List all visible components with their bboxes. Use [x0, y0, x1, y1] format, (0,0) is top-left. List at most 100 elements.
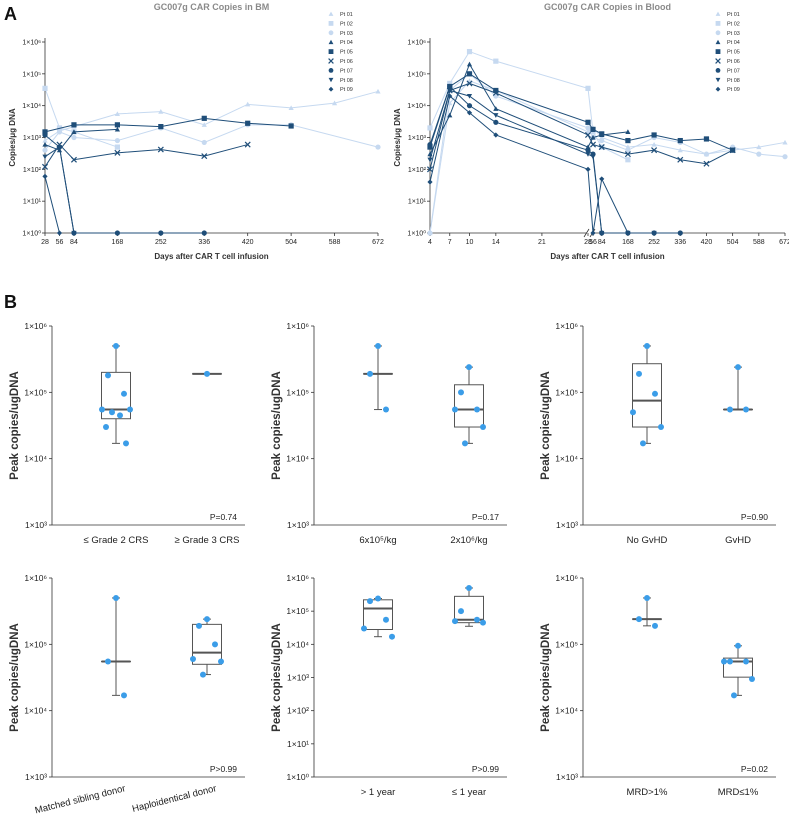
legend-entry: Pt 02	[340, 21, 353, 27]
y-tick-label: 1×10⁶	[286, 321, 309, 331]
x-tick-label: 504	[285, 239, 297, 246]
data-point	[658, 424, 664, 431]
series-line-pt07	[44, 134, 205, 234]
y-tick-label: 1×10³	[25, 520, 47, 530]
y-tick-label: 1×10⁴	[555, 706, 578, 716]
y-axis-label: Peak copies/ugDNA	[540, 623, 552, 732]
x-tick-label: 84	[598, 239, 606, 246]
p-value: P=0.17	[472, 512, 499, 522]
y-tick-label: 1×10⁴	[555, 454, 578, 464]
y-tick-label: 1×10⁵	[407, 71, 426, 78]
legend-entry: Pt 04	[727, 40, 740, 46]
data-point	[427, 141, 433, 148]
legend-marker	[328, 11, 334, 16]
data-point	[636, 616, 642, 623]
y-axis-label: Peak copies/ugDNA	[9, 371, 21, 480]
x-axis-label: Days after CAR T cell infusion	[154, 252, 268, 261]
data-point	[42, 85, 48, 91]
data-point	[599, 230, 605, 236]
x-tick-label: 420	[242, 239, 254, 246]
y-tick-label: 1×10⁵	[24, 387, 47, 397]
y-tick-label: 1×10⁶	[407, 40, 426, 47]
y-tick-label: 1×10³	[556, 520, 578, 530]
legend-marker	[715, 86, 721, 92]
data-point	[158, 109, 164, 114]
data-point	[375, 595, 381, 602]
data-point	[71, 122, 77, 128]
data-point	[56, 230, 63, 236]
y-axis-label: Peak copies/ugDNA	[271, 623, 283, 732]
y-tick-label: 1×10⁴	[407, 103, 426, 110]
data-point	[644, 594, 650, 601]
panel-label-a: A	[4, 4, 17, 24]
data-point	[201, 122, 207, 127]
y-tick-label: 1×10⁵	[22, 71, 41, 78]
data-point	[71, 230, 77, 236]
data-point	[201, 153, 208, 160]
data-point	[245, 101, 251, 107]
data-point	[756, 144, 762, 150]
x-tick-label: 504	[727, 239, 739, 246]
data-point	[590, 126, 596, 132]
data-point	[114, 122, 120, 128]
data-point	[636, 370, 642, 377]
data-point	[466, 48, 473, 55]
legend-marker	[328, 21, 334, 26]
data-point	[466, 71, 473, 77]
category-label: Haploidentical donor	[131, 783, 218, 815]
data-point	[56, 129, 63, 135]
x-tick-label: 7	[448, 239, 452, 246]
series-line-pt05	[429, 73, 733, 151]
data-point	[427, 230, 433, 236]
legend-entry: Pt 03	[727, 31, 740, 37]
data-point	[493, 119, 499, 125]
data-point	[427, 179, 433, 185]
data-point	[474, 616, 480, 623]
box-plot-gvhd: 1×10³ 1×10⁴ 1×10⁵ 1×10⁶ Peak copies/ugDNA P=0…	[540, 321, 776, 546]
panel-label-b: B	[4, 292, 17, 312]
data-point	[466, 110, 473, 116]
data-point	[190, 656, 196, 663]
data-point	[42, 132, 48, 138]
p-value: P=0.90	[741, 512, 768, 522]
x-tick-label: 252	[648, 239, 660, 246]
y-tick-label: 1×10⁰	[286, 772, 309, 782]
data-point	[158, 230, 164, 236]
box-iqr	[101, 371, 131, 420]
y-axis-label: Copies/μg DNA	[393, 108, 402, 166]
data-point	[121, 390, 127, 397]
x-tick-label: 14	[492, 239, 500, 246]
data-point	[677, 156, 684, 163]
data-point	[651, 132, 657, 138]
y-tick-label: 1×10⁶	[286, 573, 309, 583]
y-tick-label: 1×10⁶	[24, 321, 47, 331]
y-tick-label: 1×10⁴	[24, 454, 47, 464]
x-tick-label: 336	[674, 239, 686, 246]
data-point	[585, 85, 591, 91]
y-axis-label: Peak copies/ugDNA	[540, 371, 552, 480]
data-point	[452, 406, 458, 413]
data-point	[743, 406, 749, 413]
x-tick-label: 588	[753, 239, 765, 246]
data-point	[590, 230, 596, 236]
data-point	[123, 440, 129, 447]
data-point	[157, 146, 164, 153]
legend-entry: Pt 07	[727, 68, 740, 74]
data-point	[447, 93, 453, 99]
data-point	[466, 80, 473, 87]
y-tick-label: 1×10³	[556, 772, 578, 782]
category-label: Matched sibling donor	[34, 783, 127, 816]
legend-entry: Pt 01	[727, 12, 740, 18]
data-point	[589, 141, 597, 148]
data-point	[466, 61, 473, 67]
y-tick-label: 1×10⁵	[555, 387, 578, 397]
x-tick-label: 4	[428, 239, 432, 246]
data-point	[41, 163, 49, 170]
y-tick-label: 1×10⁶	[22, 40, 41, 47]
legend-marker	[328, 49, 334, 54]
x-tick-label: 672	[779, 239, 789, 246]
data-point	[585, 147, 591, 153]
data-point	[585, 119, 591, 125]
data-point	[644, 342, 650, 349]
